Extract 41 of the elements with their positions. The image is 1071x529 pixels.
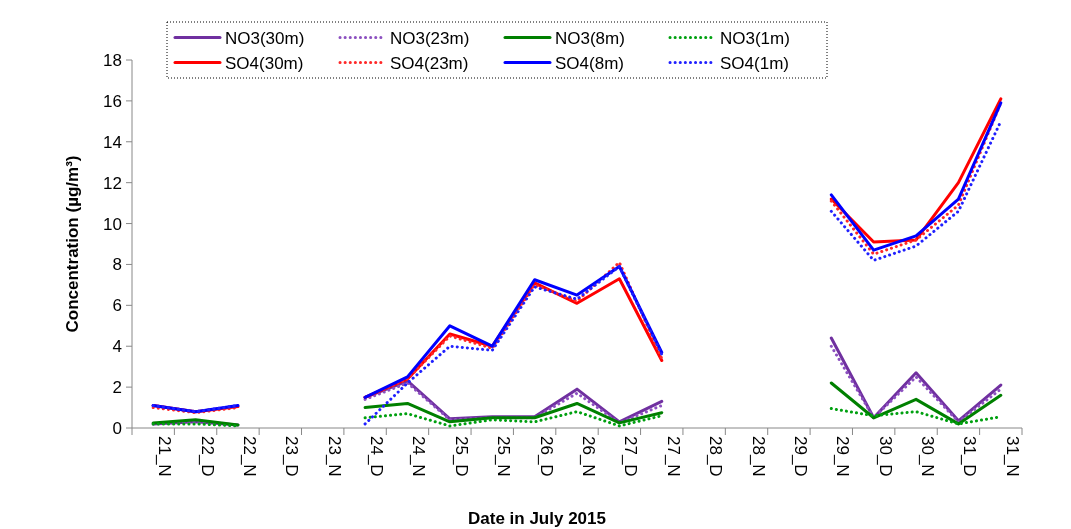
y-tick-label: 2 (112, 378, 122, 398)
legend-label: SO4(30m) (225, 53, 304, 73)
legend-label: NO3(8m) (555, 28, 625, 48)
legend-label: SO4(1m) (720, 53, 789, 73)
y-tick-label: 0 (112, 419, 122, 438)
legend-label: NO3(23m) (390, 28, 470, 48)
x-tick-label: 30_N (918, 436, 938, 477)
x-tick-label: 29_D (790, 436, 810, 477)
x-tick-label: 31_D (960, 436, 980, 477)
x-tick-label: 29_N (833, 436, 853, 477)
x-tick-label: 25_N (494, 436, 514, 477)
x-tick-label: 22_D (197, 436, 217, 477)
x-tick-label: 28_D (706, 436, 726, 477)
x-tick-label: 28_N (748, 436, 768, 477)
y-tick-label: 8 (112, 255, 122, 275)
y-tick-label: 10 (103, 214, 122, 234)
y-axis-title: Concentration (µg/m³) (63, 155, 82, 333)
x-tick-label: 23_D (282, 436, 302, 477)
x-tick-label: 27_D (621, 436, 641, 477)
x-tick-label: 22_N (239, 436, 259, 477)
y-tick-label: 4 (112, 337, 122, 357)
x-tick-label: 27_N (663, 436, 683, 477)
x-tick-label: 25_D (451, 436, 471, 477)
legend-label: NO3(1m) (720, 28, 790, 48)
y-tick-label: 18 (103, 51, 122, 70)
x-tick-label: 31_N (1002, 436, 1022, 477)
x-tick-label: 24_D (367, 436, 387, 477)
x-tick-label: 30_D (875, 436, 895, 477)
x-tick-label: 21_N (155, 436, 175, 477)
x-tick-label: 26_N (579, 436, 598, 477)
y-tick-label: 6 (112, 296, 122, 316)
y-tick-label: 14 (103, 132, 122, 152)
x-tick-label: 24_N (409, 436, 429, 477)
legend-label: SO4(23m) (390, 53, 469, 73)
x-tick-label: 23_N (324, 436, 344, 477)
y-tick-label: 16 (103, 91, 122, 111)
legend-label: NO3(30m) (225, 28, 305, 48)
x-tick-label: 26_D (536, 436, 556, 477)
x-axis-title: Date in July 2015 (468, 509, 606, 528)
legend-label: SO4(8m) (555, 53, 624, 73)
y-tick-label: 12 (103, 173, 122, 193)
